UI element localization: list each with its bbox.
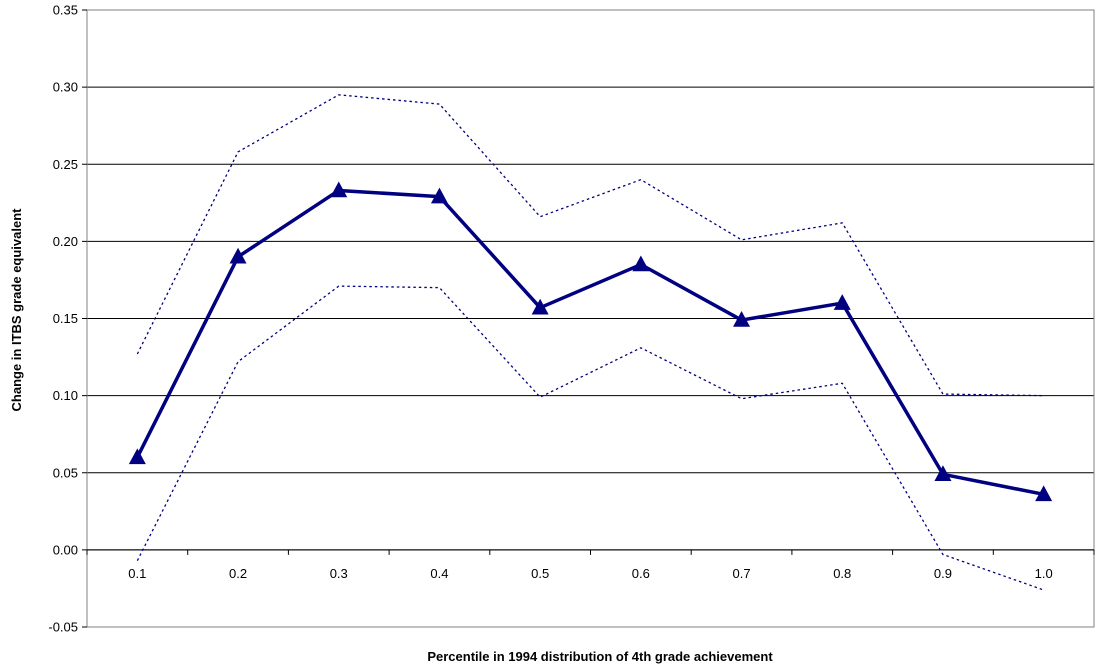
y-tick-label: 0.15 [53,311,78,326]
x-tick-label: 0.7 [733,566,751,581]
data-point-marker [833,294,851,310]
y-tick-label: -0.05 [48,620,78,635]
data-point-marker [229,247,247,264]
data-point-marker [1035,485,1053,502]
y-tick-label: 0.00 [53,542,78,557]
gridlines [87,9,1094,628]
y-tick-label: 0.05 [53,465,78,480]
x-tick-label: 0.2 [229,566,247,581]
data-point-marker [531,298,549,315]
data-point-marker [934,465,952,482]
x-tick-label: 0.5 [531,566,549,581]
y-tick-label: 0.20 [53,234,78,249]
upper-bound-line [136,94,1044,397]
x-tick-label: 1.0 [1035,566,1053,581]
y-tick-label: 0.10 [53,388,78,403]
lower-bound-line [136,285,1044,591]
x-tick-label: 0.1 [128,566,146,581]
x-tick-label: 0.4 [430,566,448,581]
data-point-marker [128,448,146,465]
y-tick-label: 0.35 [53,3,78,18]
data-point-marker [430,187,448,204]
y-axis-ticks: -0.05 0.00 0.05 0.10 0.15 0.20 0.25 0.30 0.35 [48,3,87,635]
x-tick-label: 0.3 [330,566,348,581]
series-group [128,94,1053,591]
y-tick-label: 0.25 [53,157,78,172]
data-point-marker [733,311,751,327]
x-axis-title: Percentile in 1994 distribution of 4th g… [427,649,773,664]
data-point-marker [330,181,348,198]
estimate-line [135,188,1044,497]
x-tick-label: 0.8 [833,566,851,581]
y-axis-title: Change in ITBS grade equivalent [9,208,24,412]
x-tick-label: 0.9 [934,566,952,581]
data-point-marker [632,255,650,272]
x-axis-ticks: 0.1 0.2 0.3 0.4 0.5 0.6 0.7 0.8 0.9 1.0 [86,549,1095,581]
y-tick-label: 0.30 [53,80,78,95]
x-tick-label: 0.6 [632,566,650,581]
